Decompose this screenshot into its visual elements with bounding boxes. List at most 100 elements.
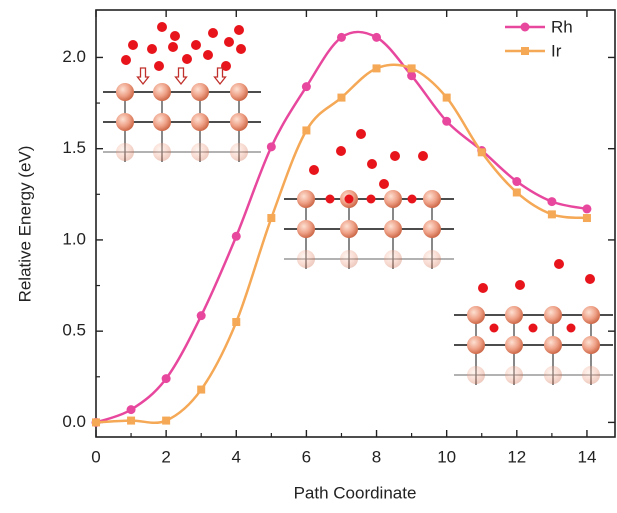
atom	[191, 143, 209, 161]
marker	[407, 71, 417, 81]
inset	[454, 259, 613, 385]
adsorbate	[366, 194, 376, 204]
atom	[582, 366, 600, 384]
adsorbate	[224, 37, 234, 47]
x-tick-label: 0	[91, 447, 100, 466]
atom	[340, 250, 358, 268]
y-tick-label: 2.0	[62, 47, 86, 66]
adsorbate	[528, 323, 538, 333]
adsorbate	[234, 25, 244, 35]
y-tick-label: 1.0	[62, 229, 86, 248]
legend-marker	[521, 47, 529, 55]
marker	[127, 416, 136, 425]
marker	[266, 142, 276, 152]
x-tick-label: 12	[507, 447, 526, 466]
adsorbate	[154, 61, 164, 71]
marker	[197, 385, 206, 394]
atom	[230, 143, 248, 161]
adsorbate	[367, 159, 377, 169]
x-axis-label: Path Coordinate	[294, 483, 417, 502]
marker	[231, 231, 241, 241]
adsorbate	[418, 151, 428, 161]
y-tick-label: 0.5	[62, 321, 86, 340]
adsorbate	[478, 283, 488, 293]
atom	[423, 220, 441, 238]
atom	[505, 336, 523, 354]
series-line	[95, 30, 588, 424]
x-tick-label: 6	[302, 447, 311, 466]
adsorbate	[236, 44, 246, 54]
atom	[544, 306, 562, 324]
marker	[512, 177, 522, 187]
adsorbate	[309, 165, 319, 175]
atom	[467, 336, 485, 354]
atom	[230, 113, 248, 131]
adsorbate	[203, 50, 213, 60]
adsorbate	[182, 54, 192, 64]
adsorbate	[147, 44, 157, 54]
x-tick-label: 10	[437, 447, 456, 466]
atom	[191, 113, 209, 131]
atom	[505, 366, 523, 384]
marker	[582, 214, 591, 223]
series-line	[95, 63, 588, 425]
marker	[301, 82, 311, 92]
arrow	[213, 67, 227, 86]
marker	[92, 418, 100, 427]
atom	[297, 190, 315, 208]
atom	[544, 336, 562, 354]
adsorbate	[407, 194, 417, 204]
plot-frame	[95, 9, 616, 438]
inset	[103, 22, 261, 162]
adsorbate	[356, 129, 366, 139]
atom	[544, 366, 562, 384]
marker	[337, 93, 346, 102]
marker	[196, 311, 206, 321]
adsorbate	[336, 146, 346, 156]
atom	[153, 143, 171, 161]
y-tick-label: 0.0	[62, 412, 86, 431]
adsorbate	[325, 194, 335, 204]
legend-label: Ir	[551, 41, 562, 60]
atom	[582, 306, 600, 324]
inset	[284, 129, 454, 269]
atom	[384, 250, 402, 268]
marker	[302, 126, 311, 135]
adsorbate	[390, 151, 400, 161]
marker	[126, 405, 136, 415]
y-tick-label: 1.5	[62, 138, 86, 157]
marker	[547, 197, 557, 207]
adsorbate	[191, 40, 201, 50]
atom	[297, 220, 315, 238]
structure-insets	[103, 22, 613, 385]
marker	[161, 374, 171, 384]
atom	[153, 113, 171, 131]
marker	[336, 32, 346, 42]
adsorbate	[168, 42, 178, 52]
adsorbate	[515, 280, 525, 290]
atom	[423, 190, 441, 208]
atom	[384, 190, 402, 208]
marker	[372, 64, 381, 73]
marker	[442, 93, 451, 102]
atom	[384, 220, 402, 238]
adsorbate	[344, 194, 354, 204]
adsorbate	[554, 259, 564, 269]
adsorbate	[221, 61, 231, 71]
atom	[116, 113, 134, 131]
marker	[477, 148, 486, 157]
legend-marker	[520, 22, 530, 32]
atom	[467, 306, 485, 324]
marker	[442, 116, 452, 126]
y-axis-label: Relative Energy (eV)	[15, 146, 34, 303]
x-tick-label: 4	[232, 447, 241, 466]
marker	[162, 416, 171, 425]
atom	[340, 220, 358, 238]
atom	[505, 306, 523, 324]
marker	[267, 214, 276, 223]
legend-label: Rh	[551, 17, 573, 36]
atom	[582, 336, 600, 354]
marker	[582, 204, 592, 214]
